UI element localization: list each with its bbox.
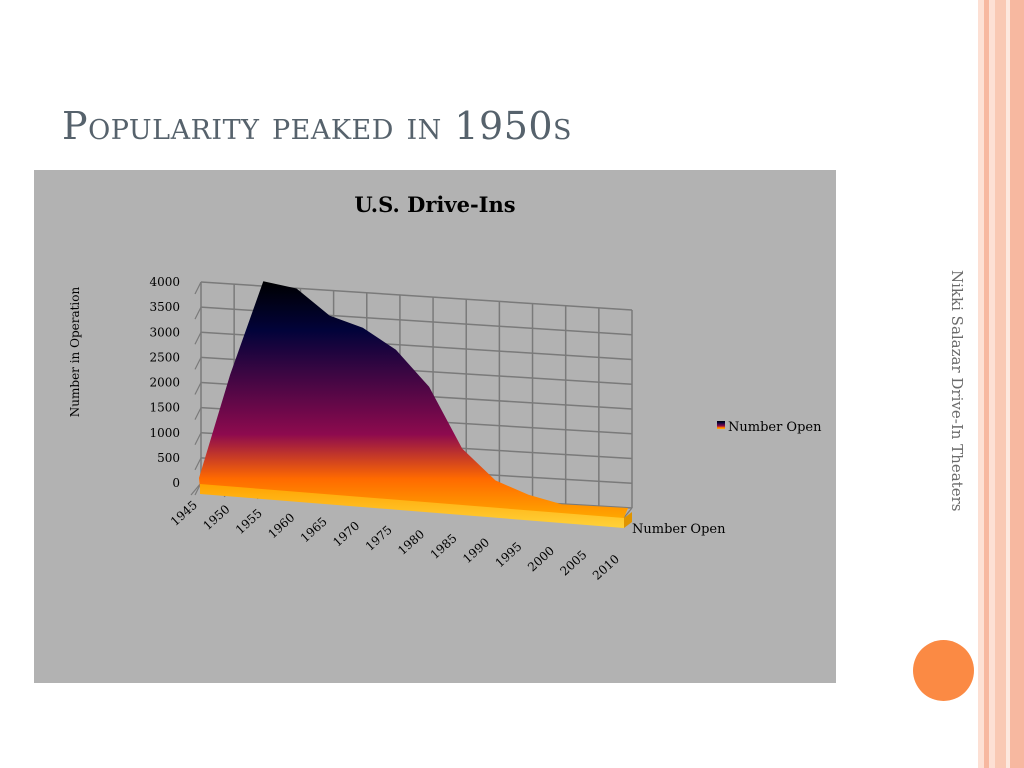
accent-circle xyxy=(913,640,974,701)
x-tick-label: 2010 xyxy=(590,552,622,583)
area-number-open xyxy=(199,281,628,528)
gridline-side xyxy=(194,306,202,320)
x-tick-label: 1985 xyxy=(428,531,460,562)
y-tick-label: 3500 xyxy=(149,300,180,314)
x-tick-label: 1970 xyxy=(330,519,362,550)
chart-area-series xyxy=(199,281,632,528)
y-tick-label: 500 xyxy=(157,451,180,465)
gridline-side xyxy=(194,407,202,420)
chart-title: U.S. Drive-Ins xyxy=(354,192,515,217)
area-end-cap xyxy=(624,512,632,528)
gridline-side xyxy=(194,331,202,345)
gridline-side xyxy=(194,432,202,446)
y-tick-label: 3000 xyxy=(149,325,180,339)
decor-stripe-3 xyxy=(989,0,995,768)
area-chart: U.S. Drive-Ins 0 500 1000 1500 2000 2500 3000 3… xyxy=(68,192,822,583)
x-tick-label: 1980 xyxy=(395,527,427,558)
x-tick-label: 1955 xyxy=(233,506,265,537)
decor-stripe-1 xyxy=(978,0,984,768)
x-tick-label: 2005 xyxy=(557,548,589,579)
x-tick-label: 1965 xyxy=(298,514,330,545)
y-tick-label: 4000 xyxy=(149,275,180,289)
x-tick-label: 1960 xyxy=(265,510,297,541)
area-floor-slab xyxy=(200,484,624,528)
decor-stripe-4 xyxy=(995,0,1006,768)
gridline-floor xyxy=(190,482,202,496)
y-tick-label: 0 xyxy=(172,476,180,490)
gridline-side xyxy=(194,382,202,395)
decor-stripe-5 xyxy=(1006,0,1010,768)
decor-stripe-6 xyxy=(1010,0,1024,768)
y-axis-ticks: 0 500 1000 1500 2000 2500 3000 3500 4000 xyxy=(149,275,180,490)
slide-title: Popularity peaked in 1950s xyxy=(62,104,573,148)
gridline-side xyxy=(194,357,202,370)
depth-axis-label: Number Open xyxy=(632,522,726,537)
x-tick-label: 1950 xyxy=(200,502,232,533)
y-tick-label: 2000 xyxy=(149,376,180,390)
y-tick-label: 1000 xyxy=(149,426,180,440)
gridline-side xyxy=(194,457,202,471)
legend-entry-number-open: Number Open xyxy=(728,420,822,435)
y-tick-label: 2500 xyxy=(149,350,180,364)
x-tick-label: 2000 xyxy=(525,544,557,575)
decor-stripe-2 xyxy=(984,0,989,768)
x-tick-label: 1990 xyxy=(460,535,492,566)
x-tick-label: 1995 xyxy=(493,539,525,570)
x-tick-label: 1975 xyxy=(363,523,395,554)
gridline-side xyxy=(194,281,202,295)
y-axis-title: Number in Operation xyxy=(68,287,82,418)
chart-panel: U.S. Drive-Ins 0 500 1000 1500 2000 2500 3000 3… xyxy=(34,170,836,683)
legend-swatch xyxy=(717,421,725,429)
y-tick-label: 1500 xyxy=(149,401,180,415)
x-tick-label: 1945 xyxy=(168,498,200,529)
side-credit: Nikki Salazar Drive-In Theaters xyxy=(948,270,966,512)
